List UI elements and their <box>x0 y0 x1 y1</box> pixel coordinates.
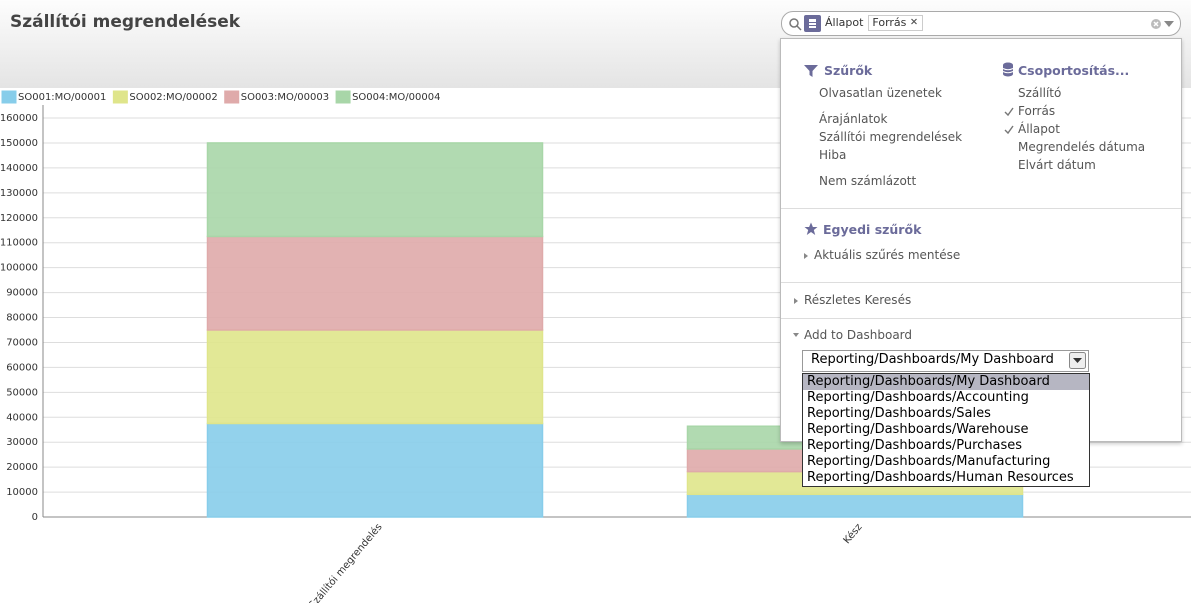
y-tick-label: 130000 <box>0 188 38 199</box>
expand-arrow <box>794 298 798 304</box>
bar-segment <box>206 142 544 238</box>
y-tick-label: 110000 <box>0 238 38 249</box>
check-mark <box>1004 107 1014 117</box>
filters-title: Szűrők <box>824 63 873 78</box>
facet-text: Forrás <box>872 16 907 29</box>
selected-dashboard: Reporting/Dashboards/My Dashboard <box>811 352 1054 367</box>
facet-value[interactable]: Állapot <box>824 15 864 31</box>
separator <box>781 318 1181 319</box>
groupby-item[interactable]: Állapot <box>1018 122 1060 136</box>
legend-label: SO004:MO/00004 <box>352 92 440 103</box>
y-tick-label: 10000 <box>6 487 38 498</box>
y-tick-label: 70000 <box>6 337 38 348</box>
filter-item[interactable]: Szállítói megrendelések <box>819 130 963 144</box>
dashboard-option[interactable]: Reporting/Dashboards/Warehouse <box>807 422 1029 437</box>
save-filter[interactable]: Aktuális szűrés mentése <box>814 248 961 262</box>
legend-swatch <box>224 90 240 104</box>
filter-item[interactable]: Nem számlázott <box>819 174 917 188</box>
dropdown-arrow[interactable] <box>1164 21 1174 27</box>
bar-segment <box>206 329 544 425</box>
dashboard-select[interactable]: Reporting/Dashboards/My Dashboard <box>802 350 1089 372</box>
custom-filters-title: Egyedi szűrők <box>823 222 922 237</box>
separator <box>781 282 1181 283</box>
dashboard-option[interactable]: Reporting/Dashboards/Manufacturing <box>807 454 1051 469</box>
select-button[interactable] <box>1069 352 1086 369</box>
filter-icon <box>804 65 818 77</box>
groupby-title: Csoportosítás... <box>1018 63 1130 78</box>
groupby-item[interactable]: Elvárt dátum <box>1018 158 1096 172</box>
dashboard-option[interactable]: Reporting/Dashboards/Human Resources <box>807 470 1074 485</box>
y-tick-label: 140000 <box>0 163 38 174</box>
dashboard-option[interactable]: Reporting/Dashboards/My Dashboard <box>803 374 1089 390</box>
groupby-icon <box>1002 62 1014 77</box>
groupby-item[interactable]: Szállító <box>1018 86 1062 100</box>
groupby-item[interactable]: Forrás <box>1018 104 1056 118</box>
facet-text: Állapot <box>825 16 864 29</box>
dashboard-option[interactable]: Reporting/Dashboards/Sales <box>807 406 991 421</box>
legend-swatch <box>335 90 351 104</box>
advanced-search[interactable]: Részletes Keresés <box>804 293 912 307</box>
clear-icon[interactable] <box>1150 18 1162 30</box>
y-tick-label: 90000 <box>6 288 38 299</box>
dashboard-option[interactable]: Reporting/Dashboards/Accounting <box>807 390 1029 405</box>
search-dropdown: Szűrők Olvasatlan üzenetek Árajánlatok Szá… <box>780 38 1182 487</box>
x-tick-label: Szállítói megrendelés <box>306 521 384 603</box>
legend-swatch <box>112 90 128 104</box>
filter-item[interactable]: Olvasatlan üzenetek <box>819 86 942 100</box>
page-title: Szállítói megrendelések <box>10 12 241 32</box>
y-tick-label: 160000 <box>0 113 38 124</box>
facet[interactable]: Állapot Forrás <box>824 15 924 31</box>
search-icon <box>789 18 802 31</box>
check-mark <box>1004 125 1014 135</box>
search-box[interactable]: Állapot Forrás <box>781 11 1181 36</box>
add-to-dashboard-title: Add to Dashboard <box>804 328 913 342</box>
bar-segment <box>206 422 544 518</box>
legend-label: SO002:MO/00002 <box>129 92 217 103</box>
y-tick-label: 20000 <box>6 462 38 473</box>
expand-arrow <box>804 253 808 259</box>
y-tick-label: 40000 <box>6 412 38 423</box>
filter-item[interactable]: Árajánlatok <box>819 112 888 126</box>
separator <box>781 208 1181 209</box>
x-tick-label: Kész <box>841 521 865 546</box>
y-tick-label: 80000 <box>6 313 38 324</box>
dashboard-option[interactable]: Reporting/Dashboards/Purchases <box>807 438 1023 453</box>
y-tick-label: 120000 <box>0 213 38 224</box>
bar-segment <box>206 235 544 331</box>
legend-label: SO001:MO/00001 <box>18 92 106 103</box>
bar-segment <box>686 493 1024 518</box>
legend-label: SO003:MO/00003 <box>241 92 329 103</box>
y-tick-label: 60000 <box>6 362 38 373</box>
filter-item[interactable]: Hiba <box>819 148 847 162</box>
groupby-item[interactable]: Megrendelés dátuma <box>1018 140 1146 154</box>
y-tick-label: 100000 <box>0 263 38 274</box>
collapse-arrow <box>793 333 799 337</box>
y-tick-label: 30000 <box>6 437 38 448</box>
y-tick-label: 150000 <box>0 138 38 149</box>
facet-value[interactable]: Forrás <box>868 15 924 31</box>
remove-facet[interactable] <box>910 17 919 26</box>
legend-swatch <box>1 90 17 104</box>
y-tick-label: 50000 <box>6 387 38 398</box>
facet-icon <box>804 15 821 32</box>
dashboard-options: Reporting/Dashboards/My Dashboard Reporti… <box>802 373 1090 487</box>
star-icon <box>804 222 818 235</box>
y-tick-label: 0 <box>32 512 38 523</box>
